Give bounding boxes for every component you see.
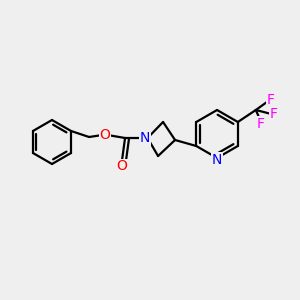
Text: O: O [100,128,110,142]
Text: N: N [212,153,222,167]
Text: F: F [270,107,278,121]
Text: F: F [267,93,275,107]
Text: F: F [257,117,265,131]
Text: N: N [140,131,150,145]
Text: O: O [117,160,128,173]
